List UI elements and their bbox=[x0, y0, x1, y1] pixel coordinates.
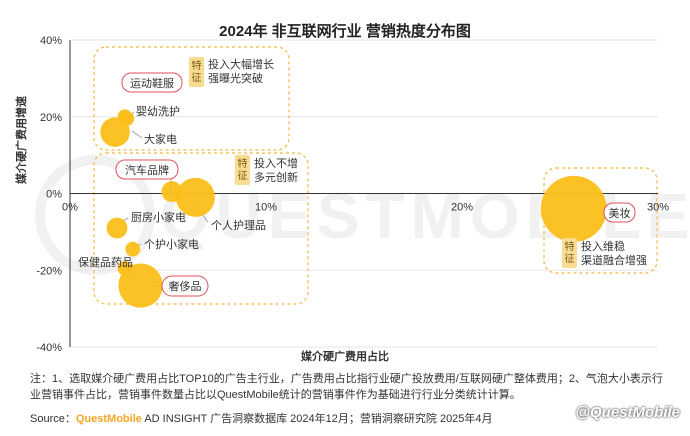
svg-text:征: 征 bbox=[565, 253, 575, 265]
bubble-labels: 运动鞋服 婴幼洗护 大家电 汽车品牌 个人护理品 厨房小家电 个护小家电 保健品… bbox=[78, 72, 636, 297]
y-axis-label: 媒介硬广费用增速 bbox=[14, 96, 28, 185]
label-health-supplements: 保健品药品 bbox=[78, 255, 133, 269]
svg-text:渠道融合增强: 渠道融合增强 bbox=[581, 253, 647, 267]
svg-text:征: 征 bbox=[192, 72, 202, 84]
label-large-appliance: 大家电 bbox=[144, 132, 177, 146]
group-box-1 bbox=[93, 46, 290, 151]
source-text: AD INSIGHT 广告洞察数据库 2024年12月；营销洞察研究院 2025… bbox=[141, 413, 493, 425]
svg-text:投入大幅增长: 投入大幅增长 bbox=[208, 57, 274, 71]
highlight-oval bbox=[115, 159, 179, 180]
highlight-oval bbox=[121, 72, 183, 93]
y-tick-label: 40% bbox=[40, 35, 62, 47]
label-sports-shoes: 运动鞋服 bbox=[130, 76, 174, 90]
chart-title: 2024年 非互联网行业 营销热度分布图 bbox=[219, 22, 471, 40]
y-tick-labels: 40% 20% 0% -20% -40% bbox=[36, 35, 62, 354]
gridlines bbox=[70, 39, 658, 348]
y-tick-label: -20% bbox=[36, 265, 62, 277]
svg-text:特: 特 bbox=[238, 158, 248, 170]
feature-tag-1: 特 征 投入大幅增长 强曝光突破 bbox=[189, 57, 274, 87]
svg-text:特: 特 bbox=[192, 60, 202, 72]
highlight-oval bbox=[603, 202, 636, 223]
svg-text:征: 征 bbox=[238, 170, 248, 182]
svg-text:多元创新: 多元创新 bbox=[254, 170, 298, 184]
label-beauty: 美妆 bbox=[609, 207, 631, 220]
highlight-oval bbox=[161, 275, 209, 297]
bubble-point bbox=[118, 263, 163, 308]
bubbles bbox=[100, 109, 607, 308]
group-box-2 bbox=[93, 152, 309, 305]
y-tick-label: 20% bbox=[40, 112, 62, 124]
label-luxury: 奢侈品 bbox=[169, 279, 202, 293]
bubble-point bbox=[540, 175, 607, 242]
y-tick-label: -40% bbox=[36, 342, 62, 354]
svg-text:投入维稳: 投入维稳 bbox=[581, 239, 625, 253]
feature-tag-2: 特 征 投入不增 多元创新 bbox=[235, 155, 298, 185]
bubble-point bbox=[125, 241, 141, 257]
label-auto-brand: 汽车品牌 bbox=[125, 163, 169, 177]
label-baby-care: 婴幼洗护 bbox=[136, 104, 180, 118]
label-kitchen-appliance: 厨房小家电 bbox=[131, 210, 186, 224]
label-personal-small-appliance: 个护小家电 bbox=[144, 237, 199, 251]
x-tick-label: 10% bbox=[255, 202, 277, 214]
footnote: 注：1、选取媒介硬广费用占比TOP10的广告主行业，广告费用占比指行业硬广投放费… bbox=[30, 373, 663, 401]
source-brand: QuestMobile bbox=[75, 413, 142, 425]
x-axis-label: 媒介硬广费用占比 bbox=[300, 349, 389, 363]
leader-line bbox=[131, 130, 143, 139]
feature-tag-3: 特 征 投入维稳 渠道融合增强 bbox=[562, 238, 647, 268]
signature: @QuestMobile bbox=[575, 404, 680, 421]
source-label: Source： bbox=[30, 413, 76, 425]
source-line: Source：QuestMobile AD INSIGHT 广告洞察数据库 20… bbox=[30, 410, 493, 426]
svg-text:特: 特 bbox=[565, 241, 575, 253]
x-tick-labels: 0% 10% 20% 30% bbox=[62, 202, 669, 214]
bubble-point bbox=[100, 117, 130, 147]
svg-text:投入不增: 投入不增 bbox=[254, 156, 298, 170]
svg-text:强曝光突破: 强曝光突破 bbox=[208, 71, 263, 85]
y-tick-label: 0% bbox=[46, 189, 62, 201]
label-personal-care-appliance: 个人护理品 bbox=[211, 218, 266, 232]
bubble-point bbox=[175, 177, 215, 217]
x-tick-label: 20% bbox=[451, 202, 473, 214]
x-tick-label: 0% bbox=[62, 202, 78, 214]
bubble-point bbox=[106, 217, 128, 239]
x-tick-label: 30% bbox=[647, 202, 669, 214]
